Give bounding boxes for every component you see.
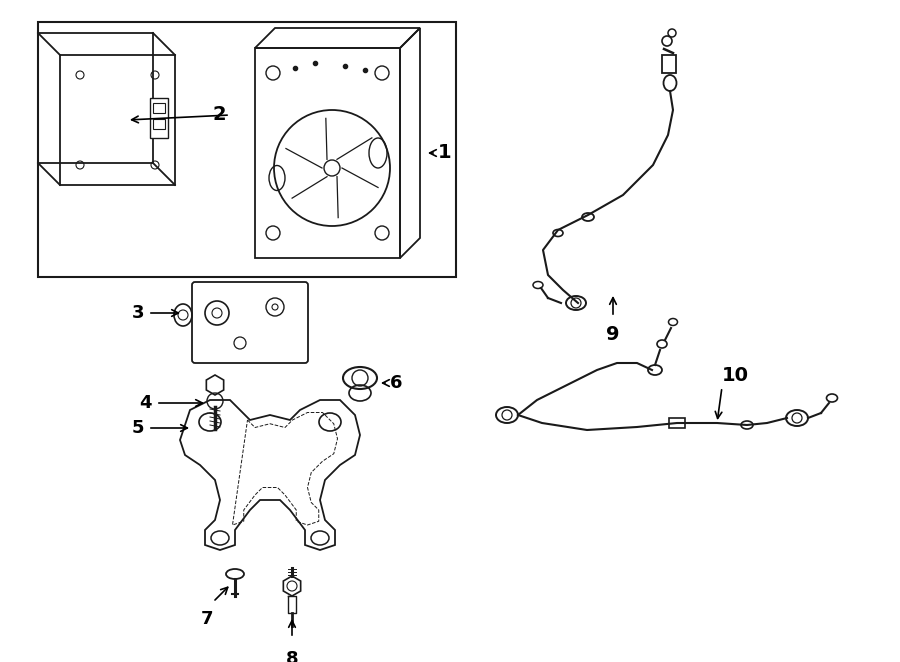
Text: 8: 8 [285,650,298,662]
Bar [38,22,456,277]
Text: 9: 9 [607,325,620,344]
Text: 5: 5 [131,419,144,437]
Text: 10: 10 [722,366,749,385]
Text: 2: 2 [212,105,226,124]
FancyBboxPatch shape [192,282,308,363]
Text: 1: 1 [438,144,452,162]
Bar [662,55,676,73]
Bar [255,48,400,258]
Bar [669,418,685,428]
Text: 7: 7 [201,610,213,628]
Bar [150,98,168,138]
Bar [153,119,165,129]
Text: 4: 4 [140,394,152,412]
Text: 3: 3 [131,304,144,322]
Bar [153,103,165,113]
Text: 6: 6 [390,374,402,392]
